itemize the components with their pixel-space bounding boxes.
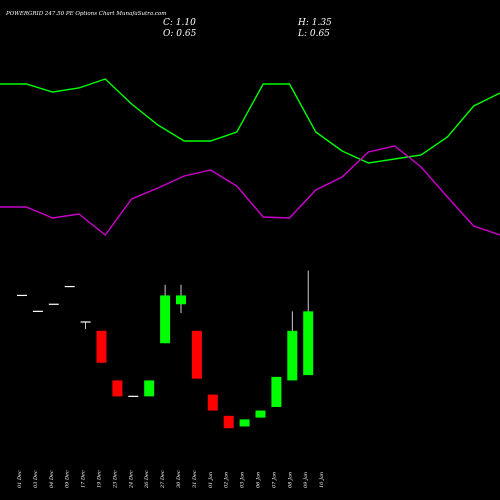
- candle: [271, 376, 282, 407]
- candle-body: [207, 394, 218, 411]
- candle: [80, 321, 91, 330]
- x-tick-label: 31 Dec: [192, 470, 198, 488]
- candle-body: [160, 295, 171, 344]
- x-axis-ticks: 01 Dec 03 Dec 04 Dec 09 Dec 17 Dec 19 Dec 23 D…: [17, 470, 325, 489]
- x-tick-label: 03 Jan: [240, 472, 246, 488]
- candle-body: [144, 380, 155, 397]
- candle: [191, 330, 202, 379]
- candles: [17, 270, 314, 429]
- candle: [255, 410, 266, 418]
- candle: [17, 294, 27, 297]
- candle-body: [287, 330, 298, 381]
- candle-body: [239, 419, 250, 427]
- close-value: C: 1.10: [163, 18, 196, 28]
- candle-body: [255, 410, 266, 418]
- indicator-lines: [0, 78, 500, 237]
- candle: [207, 394, 218, 411]
- candle: [303, 270, 314, 376]
- candle-body: [191, 330, 202, 379]
- candle-body: [303, 311, 314, 376]
- x-tick-label: 07 Jan: [271, 472, 277, 488]
- candle: [96, 330, 107, 363]
- x-tick-label: 24 Dec: [128, 470, 134, 489]
- x-tick-label: 01 Dec: [17, 470, 23, 488]
- candle: [176, 284, 186, 314]
- candle: [287, 311, 298, 381]
- x-tick-label: 23 Dec: [112, 470, 118, 489]
- candle: [64, 285, 75, 288]
- candle: [239, 419, 250, 427]
- low-value: L: 0.65: [297, 29, 330, 39]
- candle-body: [32, 310, 43, 312]
- candle-body: [96, 330, 107, 363]
- candle: [160, 284, 171, 344]
- x-tick-label: 08 Jan: [287, 472, 293, 488]
- open-value: O: 0.65: [163, 29, 197, 39]
- candle: [32, 310, 43, 312]
- candle: [48, 303, 59, 305]
- x-tick-label: 27 Dec: [160, 470, 166, 489]
- candle-body: [271, 376, 282, 407]
- candle-body: [112, 380, 123, 397]
- candle-body: [223, 415, 234, 429]
- indicator-line-green: [0, 78, 500, 164]
- x-tick-label: 09 Dec: [65, 470, 71, 488]
- candle: [128, 395, 139, 397]
- candle: [144, 380, 155, 397]
- x-tick-label: 26 Dec: [144, 470, 150, 489]
- x-tick-label: 10 Jan: [319, 472, 325, 488]
- x-tick-label: 03 Dec: [33, 470, 39, 488]
- x-tick-label: 02 Jan: [224, 472, 230, 488]
- x-tick-label: 30 Dec: [176, 470, 182, 488]
- candle-body: [17, 294, 27, 297]
- candle-body: [48, 303, 59, 305]
- x-tick-label: 19 Dec: [97, 470, 103, 488]
- x-tick-label: 04 Dec: [49, 470, 55, 488]
- x-tick-label: 01 Jan: [208, 472, 214, 488]
- candle-body: [80, 321, 91, 323]
- x-tick-label: 06 Jan: [256, 472, 262, 488]
- x-tick-label: 17 Dec: [81, 470, 87, 488]
- candle: [223, 415, 234, 429]
- indicator-line-magenta: [0, 145, 500, 237]
- x-tick-label: 09 Jan: [303, 472, 309, 488]
- high-value: H: 1.35: [297, 18, 332, 28]
- candle-body: [176, 295, 186, 305]
- chart-title: POWERGRID 247.50 PE Options Chart Munafa…: [5, 11, 166, 17]
- candle-body: [64, 285, 75, 288]
- candle-body: [128, 395, 139, 397]
- candle: [112, 380, 123, 397]
